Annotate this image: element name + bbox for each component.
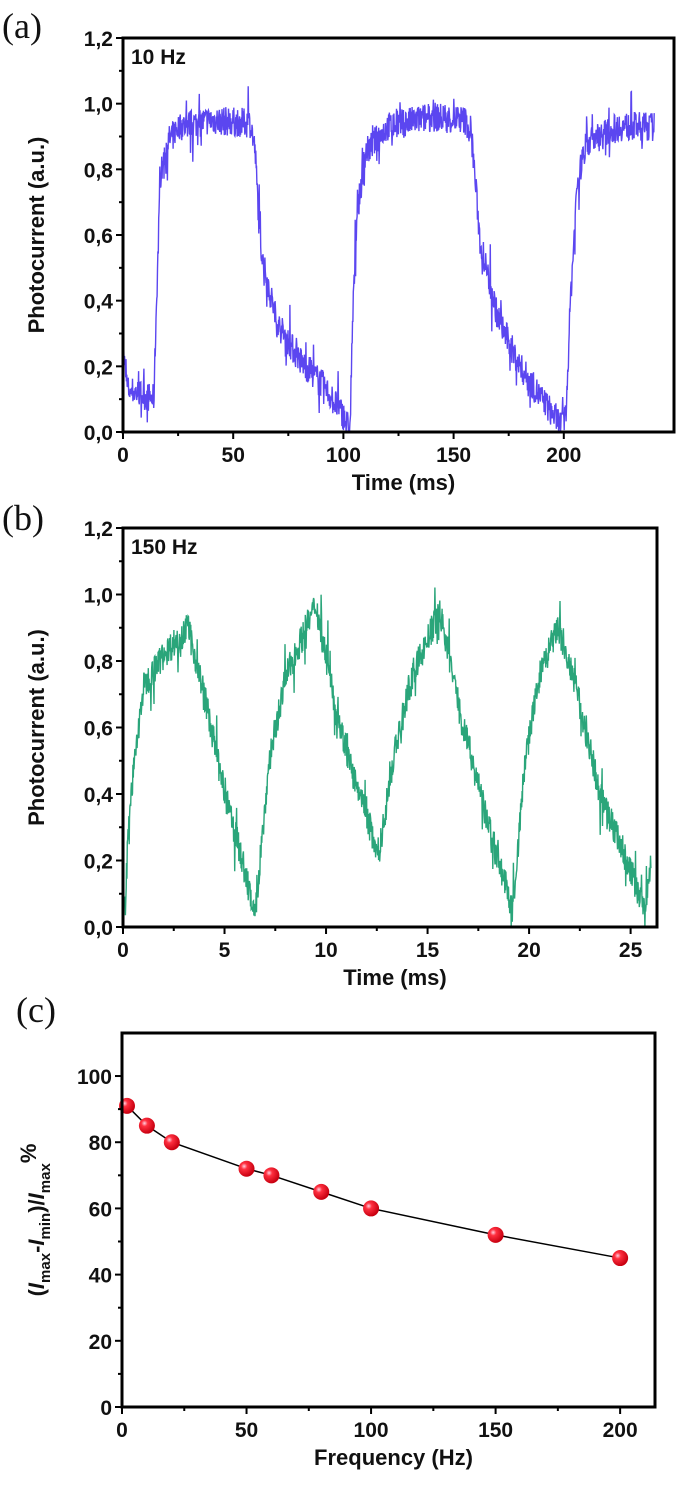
photocurrent-trace	[122, 86, 655, 433]
x-axis-label: Frequency (Hz)	[314, 1445, 473, 1470]
x-tick-label: 100	[326, 444, 361, 467]
data-point	[263, 1167, 280, 1184]
y-axis-label-part: %	[16, 1144, 41, 1164]
y-tick-label: 40	[89, 1265, 112, 1288]
photocurrent-trace	[124, 587, 652, 928]
panel-a: (a) 10 Hz 0 50 100 150 200 0,0 0,2 0,4 0,6 0,8 1,0 1,…	[2, 6, 676, 495]
y-axis-label-part: -	[24, 1246, 49, 1253]
plot-frame	[121, 526, 659, 929]
data-point	[363, 1200, 380, 1217]
y-tick-label: 1,0	[84, 585, 113, 608]
y-tick-label: 0,6	[84, 718, 113, 741]
y-axis-label: (Imax-Imin)/Imax%	[16, 1144, 54, 1297]
y-tick-label: 100	[77, 1066, 112, 1089]
y-axis-label-part: min	[37, 1213, 54, 1240]
x-tick-label: 0	[116, 1419, 128, 1442]
x-tick-label: 50	[235, 1419, 258, 1442]
y-tick-label: 20	[89, 1331, 112, 1354]
data-point	[238, 1160, 255, 1177]
y-tick-label: 0,8	[84, 651, 114, 674]
y-tick-label: 0,4	[84, 291, 114, 314]
y-tick-label: 1,2	[84, 28, 113, 51]
x-axis-label: Time (ms)	[343, 965, 447, 990]
x-tick-label: 15	[416, 939, 440, 962]
x-tick-label: 10	[314, 939, 337, 962]
y-axis-label-part: I	[24, 1192, 49, 1199]
x-tick-label: 150	[436, 444, 471, 467]
data-point	[313, 1183, 330, 1200]
data-point	[487, 1226, 504, 1243]
x-tick-label: 0	[117, 444, 129, 467]
x-tick-label: 20	[517, 939, 540, 962]
x-tick-label: 25	[619, 939, 643, 962]
y-tick-label: 1,0	[84, 94, 113, 117]
x-tick-label: 0	[117, 939, 129, 962]
y-tick-label: 0,2	[84, 851, 113, 874]
data-point	[138, 1117, 155, 1134]
y-axis-label: Photocurrent (a.u.)	[24, 629, 49, 826]
x-axis-label: Time (ms)	[352, 470, 456, 495]
y-tick-label: 0,4	[84, 784, 114, 807]
y-axis-label-part: )/	[24, 1199, 49, 1212]
frequency-annotation: 150 Hz	[131, 536, 198, 559]
x-tick-label: 150	[478, 1419, 513, 1442]
y-tick-label: 1,2	[84, 518, 113, 541]
y-tick-label: 0,0	[84, 422, 113, 445]
x-tick-label: 200	[603, 1419, 638, 1442]
x-tick-label: 50	[222, 444, 245, 467]
x-tick-label: 200	[546, 444, 581, 467]
panel-label: (a)	[2, 6, 42, 46]
y-axis-label-part: max	[37, 1163, 54, 1194]
data-point	[612, 1250, 629, 1267]
y-tick-label: 0,8	[84, 159, 114, 182]
plot-frame	[121, 36, 676, 434]
y-tick-label: 0	[100, 1397, 112, 1420]
trend-line	[126, 1105, 621, 1259]
y-axis-label: Photocurrent (a.u.)	[24, 137, 49, 334]
y-tick-label: 0,6	[84, 225, 113, 248]
y-axis-label-part: I	[24, 1282, 49, 1289]
y-tick-label: 80	[89, 1132, 112, 1155]
y-axis-label-part: max	[37, 1252, 54, 1283]
panel-label: (b)	[2, 498, 44, 538]
x-tick-label: 5	[219, 939, 231, 962]
y-tick-label: 60	[89, 1198, 112, 1221]
x-tick-label: 100	[354, 1419, 389, 1442]
panel-c: (c) 0 50 100 150 200 0 20 40 60 80 100 Frequency (Hz…	[16, 990, 657, 1470]
panel-b: (b) 150 Hz 0 5 10 15 20 25 0,0 0,2 0,4 0,6 0,8 1,0 1,2…	[2, 498, 659, 990]
y-tick-label: 0,0	[84, 917, 113, 940]
plot-frame	[120, 1031, 657, 1409]
y-axis-label-part: I	[24, 1239, 49, 1246]
panel-label: (c)	[16, 990, 56, 1030]
y-tick-label: 0,2	[84, 356, 113, 379]
frequency-annotation: 10 Hz	[131, 46, 186, 69]
y-axis-label-part: (	[24, 1288, 49, 1296]
data-point	[163, 1134, 180, 1151]
